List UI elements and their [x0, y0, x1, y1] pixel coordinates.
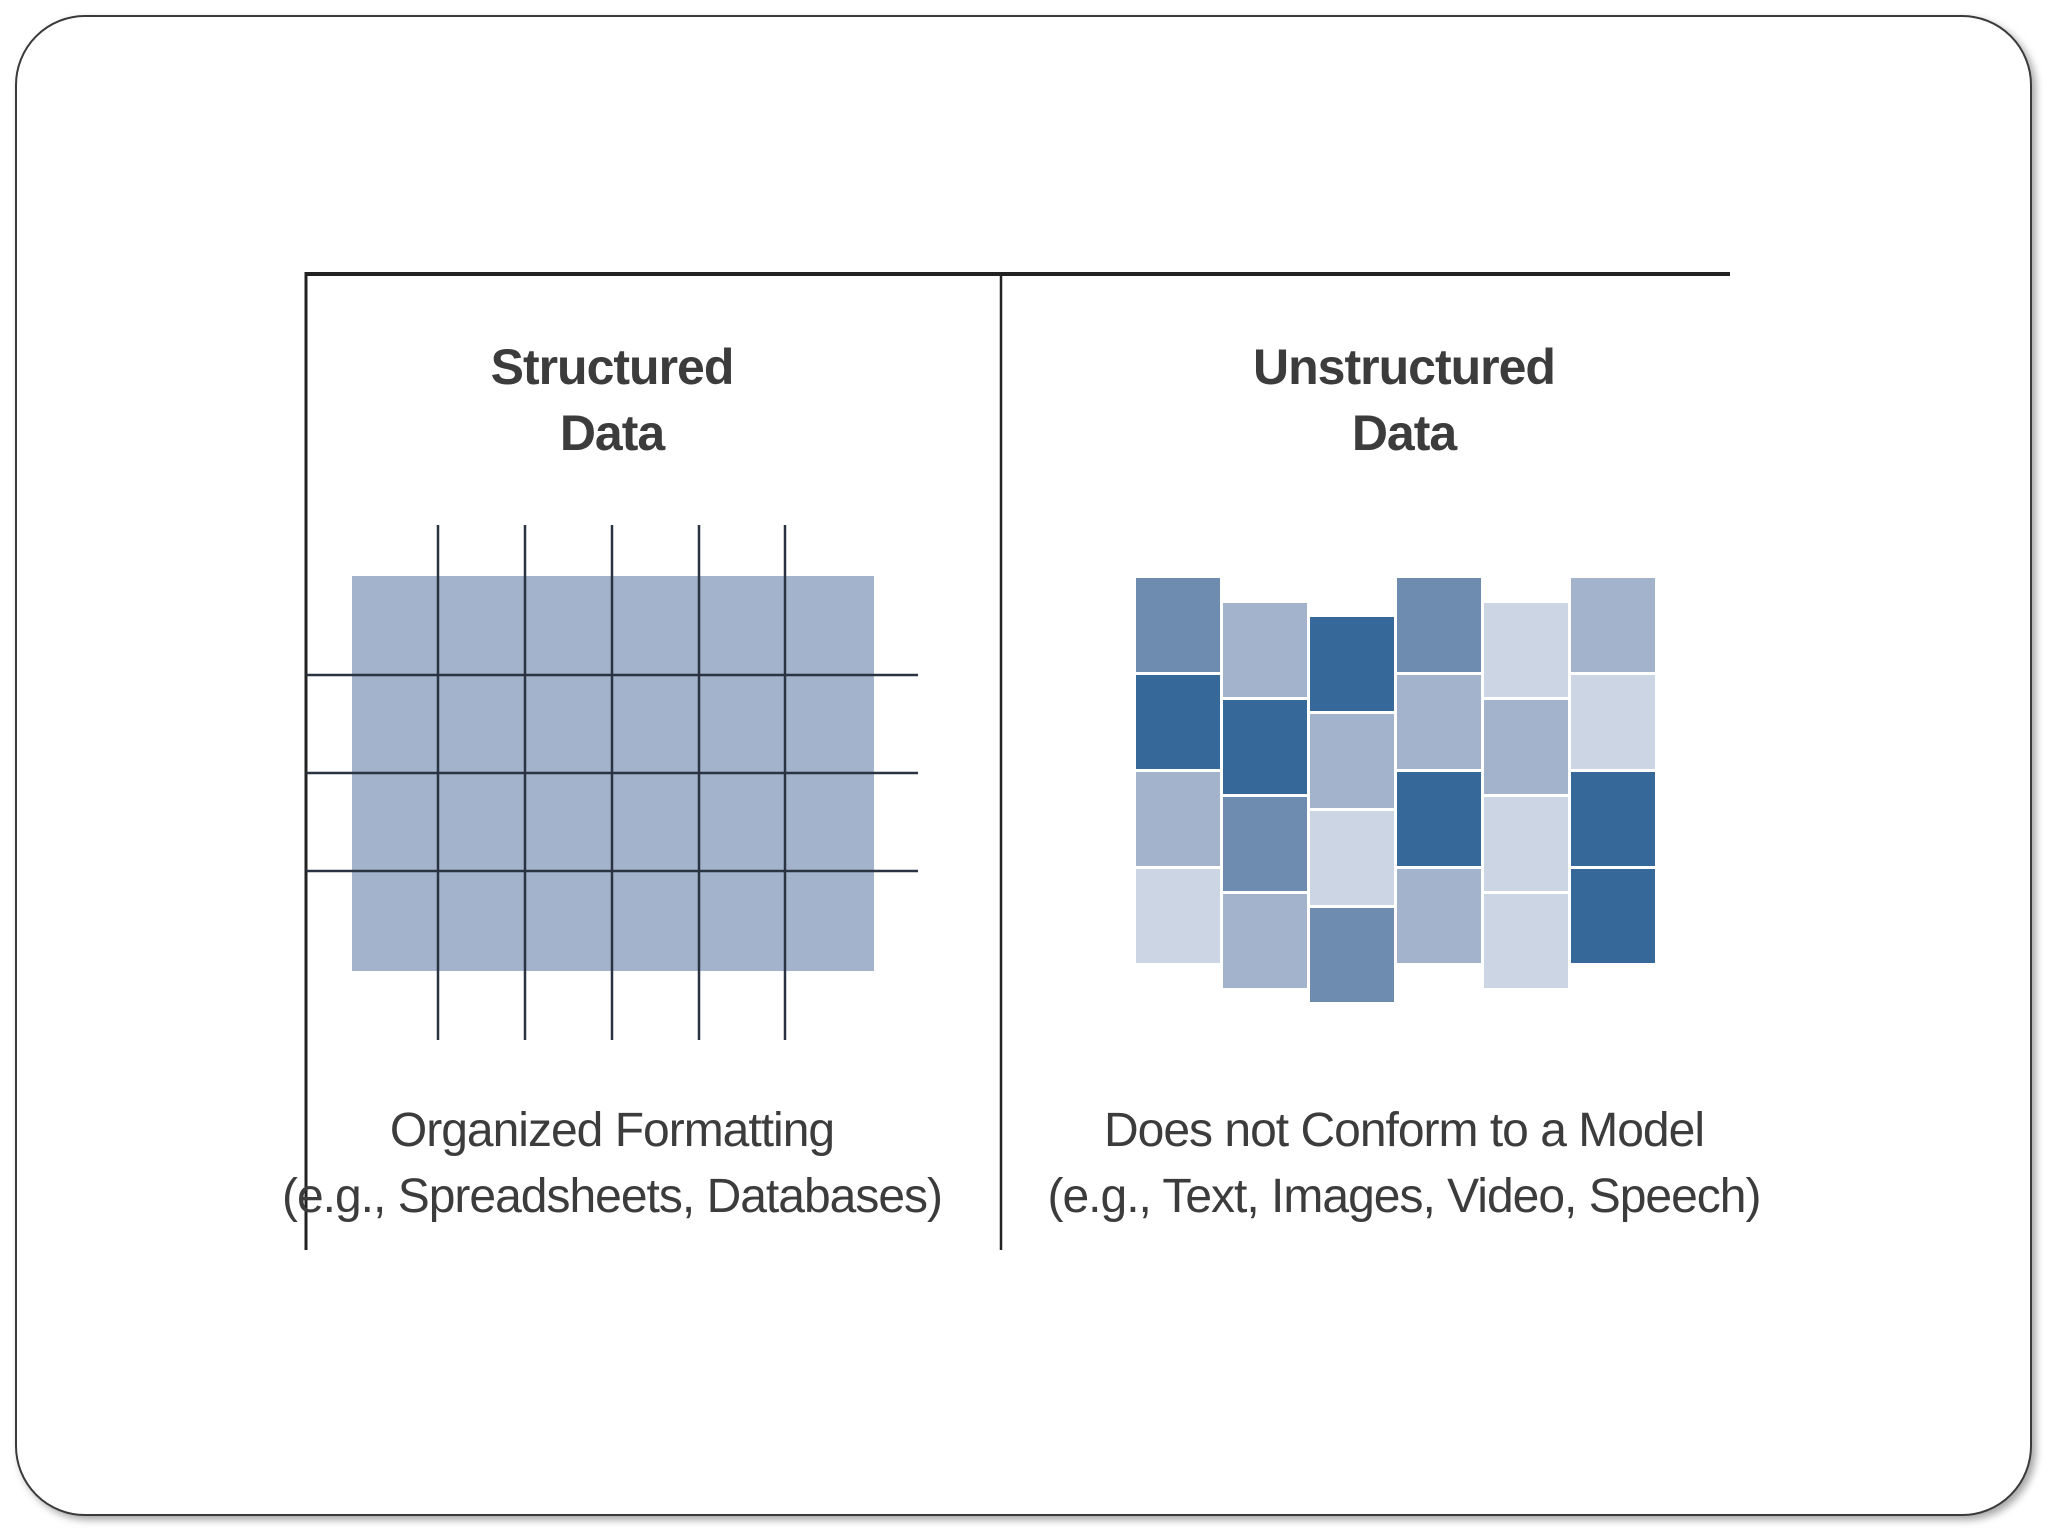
unstructured-panel: Unstructured Data Does not Conform to a …: [1048, 339, 1762, 1223]
unstructured-block: [1310, 908, 1394, 1002]
unstructured-block: [1571, 578, 1655, 672]
unstructured-block: [1397, 772, 1481, 866]
unstructured-block: [1484, 700, 1568, 794]
structured-caption-line2: (e.g., Spreadsheets, Databases): [282, 1170, 942, 1223]
unstructured-block: [1223, 700, 1307, 794]
structured-panel: Structured Data Organized Formatting (e.…: [282, 339, 943, 1223]
unstructured-title-line1: Unstructured: [1253, 339, 1555, 395]
unstructured-blocks: [1136, 578, 1655, 1002]
unstructured-block: [1136, 869, 1220, 963]
unstructured-block: [1397, 675, 1481, 769]
structured-title-line1: Structured: [491, 339, 734, 395]
unstructured-block: [1310, 714, 1394, 808]
unstructured-block: [1223, 797, 1307, 891]
structured-grid: [306, 525, 918, 1040]
unstructured-title-line2: Data: [1352, 405, 1459, 461]
unstructured-block: [1223, 603, 1307, 697]
unstructured-block: [1571, 869, 1655, 963]
unstructured-block: [1484, 797, 1568, 891]
unstructured-block: [1136, 675, 1220, 769]
structured-caption-line1: Organized Formatting: [390, 1104, 834, 1157]
unstructured-block: [1310, 811, 1394, 905]
unstructured-block: [1397, 578, 1481, 672]
slide-frame: [15, 15, 2032, 1516]
unstructured-block: [1310, 617, 1394, 711]
unstructured-block: [1484, 894, 1568, 988]
unstructured-block: [1571, 772, 1655, 866]
unstructured-block: [1397, 869, 1481, 963]
unstructured-block: [1571, 675, 1655, 769]
unstructured-block: [1223, 894, 1307, 988]
unstructured-caption-line2: (e.g., Text, Images, Video, Speech): [1048, 1170, 1761, 1223]
unstructured-block: [1484, 603, 1568, 697]
unstructured-block: [1136, 578, 1220, 672]
structured-title-line2: Data: [560, 405, 667, 461]
unstructured-block: [1136, 772, 1220, 866]
unstructured-caption-line1: Does not Conform to a Model: [1104, 1104, 1704, 1157]
